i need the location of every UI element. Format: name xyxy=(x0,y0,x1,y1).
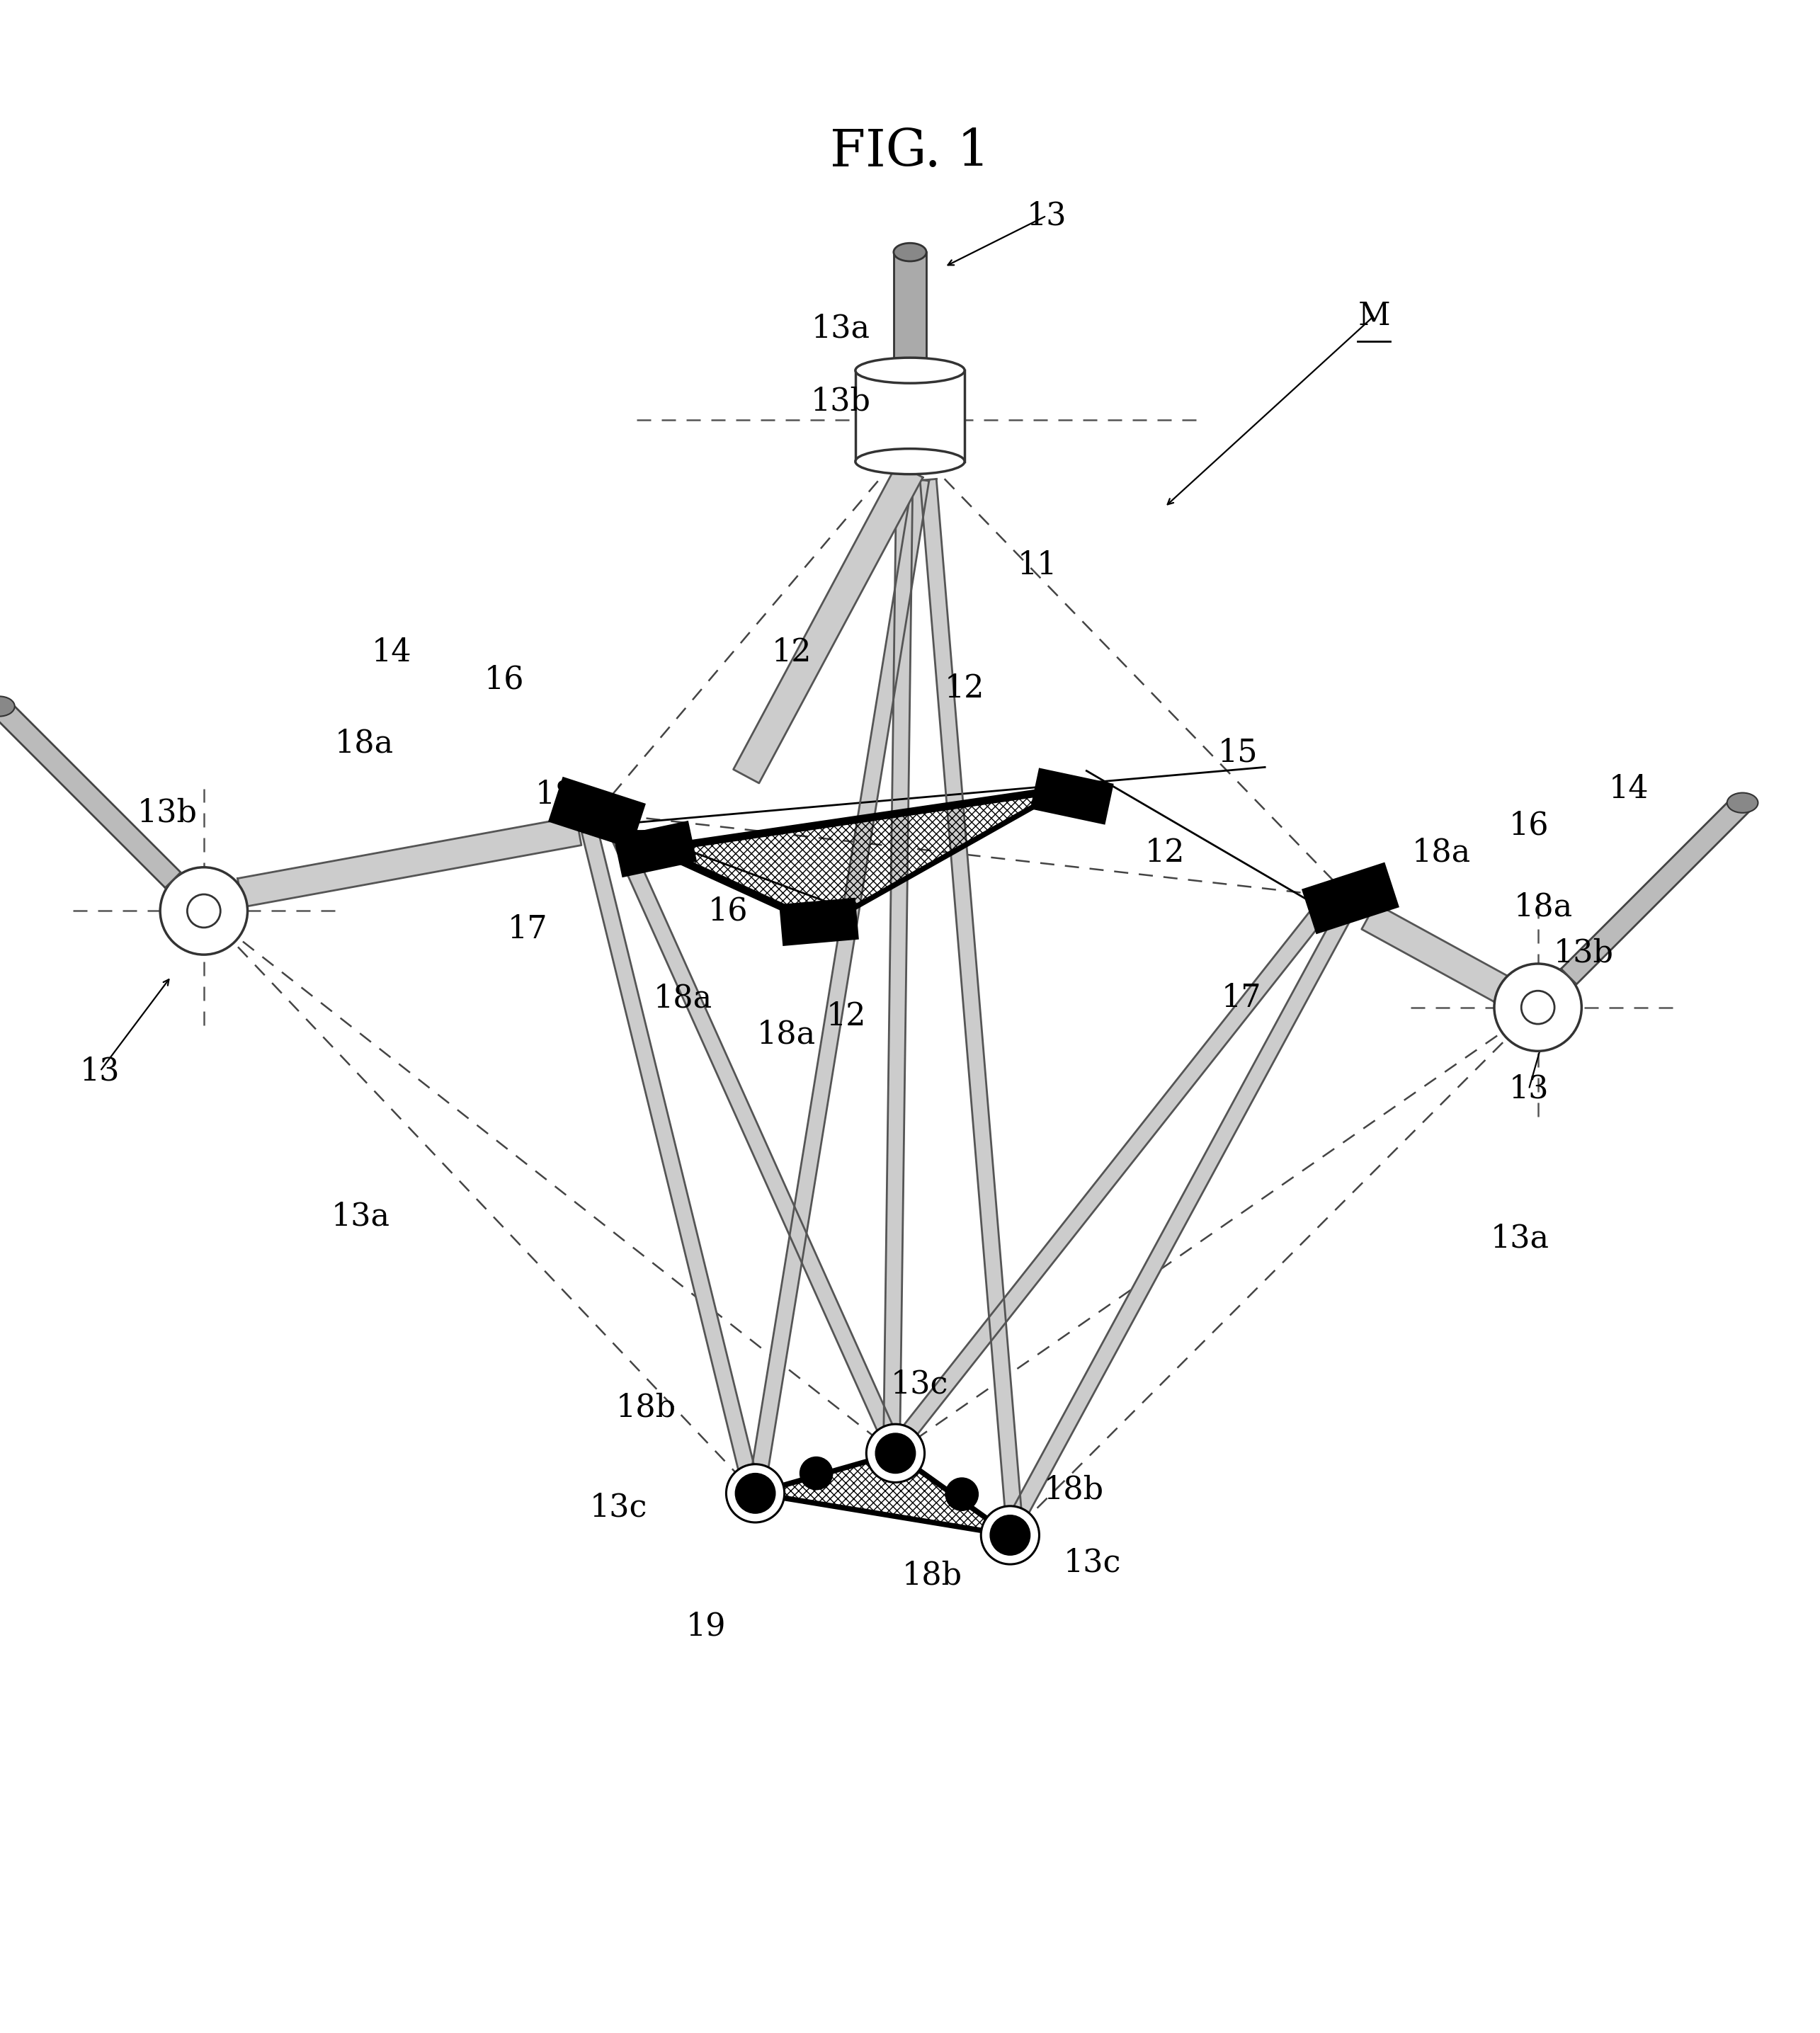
Circle shape xyxy=(883,1441,908,1466)
Text: 13: 13 xyxy=(80,1055,120,1086)
Circle shape xyxy=(875,1433,915,1474)
Ellipse shape xyxy=(1727,793,1758,813)
Polygon shape xyxy=(608,823,895,1439)
Text: 18a: 18a xyxy=(757,1019,815,1049)
Text: 18a: 18a xyxy=(535,779,593,809)
Text: 12: 12 xyxy=(1145,838,1185,868)
Text: 17: 17 xyxy=(508,915,548,945)
Ellipse shape xyxy=(0,697,15,716)
Polygon shape xyxy=(582,829,755,1478)
Circle shape xyxy=(726,1464,784,1523)
Bar xyxy=(855,370,965,461)
Bar xyxy=(548,777,646,848)
Text: 12: 12 xyxy=(945,673,985,703)
Circle shape xyxy=(997,1523,1023,1547)
Text: 13b: 13b xyxy=(136,797,198,827)
Ellipse shape xyxy=(855,358,965,382)
Circle shape xyxy=(990,1515,1030,1555)
Text: 17: 17 xyxy=(1221,984,1261,1014)
Text: 15: 15 xyxy=(1218,738,1258,768)
Circle shape xyxy=(743,1480,768,1506)
Text: 13c: 13c xyxy=(890,1368,948,1399)
Text: 18a: 18a xyxy=(1514,892,1572,923)
Text: 13b: 13b xyxy=(810,386,872,417)
Polygon shape xyxy=(921,480,1021,1517)
Text: 13: 13 xyxy=(1509,1073,1549,1104)
Circle shape xyxy=(801,1458,834,1490)
Text: 14: 14 xyxy=(1609,775,1649,805)
Circle shape xyxy=(1494,964,1582,1051)
Circle shape xyxy=(160,868,248,956)
Polygon shape xyxy=(238,817,581,907)
Text: 18b: 18b xyxy=(1043,1474,1105,1504)
Polygon shape xyxy=(1010,913,1350,1521)
Polygon shape xyxy=(752,478,928,1476)
Text: 18a: 18a xyxy=(335,728,393,758)
Text: 13a: 13a xyxy=(1491,1224,1549,1254)
Circle shape xyxy=(946,1478,979,1511)
Bar xyxy=(1301,862,1400,935)
Bar xyxy=(1030,768,1114,825)
Text: 11: 11 xyxy=(1017,549,1057,581)
Text: 13c: 13c xyxy=(590,1492,648,1523)
Polygon shape xyxy=(1562,795,1751,984)
Text: 13a: 13a xyxy=(812,313,870,344)
Text: 12: 12 xyxy=(826,1000,866,1033)
Text: 18a: 18a xyxy=(1412,838,1471,868)
Text: FIG. 1: FIG. 1 xyxy=(830,128,990,177)
Polygon shape xyxy=(0,699,180,888)
Ellipse shape xyxy=(855,449,965,474)
Text: 18b: 18b xyxy=(901,1559,963,1590)
Text: 18a: 18a xyxy=(653,984,712,1014)
Text: 18b: 18b xyxy=(615,1393,677,1423)
Polygon shape xyxy=(733,464,923,783)
Polygon shape xyxy=(899,901,1332,1439)
Polygon shape xyxy=(885,480,912,1435)
Text: 13a: 13a xyxy=(331,1202,389,1232)
Bar xyxy=(613,821,697,878)
Text: 13b: 13b xyxy=(1552,937,1614,968)
Text: 14: 14 xyxy=(371,636,411,667)
Ellipse shape xyxy=(894,244,926,262)
Text: 13c: 13c xyxy=(1063,1547,1121,1578)
Circle shape xyxy=(735,1474,775,1513)
Text: 16: 16 xyxy=(484,665,524,695)
Text: 16: 16 xyxy=(708,897,748,927)
Circle shape xyxy=(187,895,220,927)
Text: M: M xyxy=(1358,301,1390,331)
Circle shape xyxy=(981,1506,1039,1563)
Text: 19: 19 xyxy=(686,1610,726,1641)
Bar xyxy=(894,252,926,370)
Text: 13: 13 xyxy=(1026,201,1067,232)
Text: 16: 16 xyxy=(1509,809,1549,842)
Polygon shape xyxy=(1361,903,1509,1002)
Bar xyxy=(779,899,859,945)
Circle shape xyxy=(866,1425,925,1482)
Circle shape xyxy=(1522,990,1554,1025)
Text: 12: 12 xyxy=(772,636,812,667)
